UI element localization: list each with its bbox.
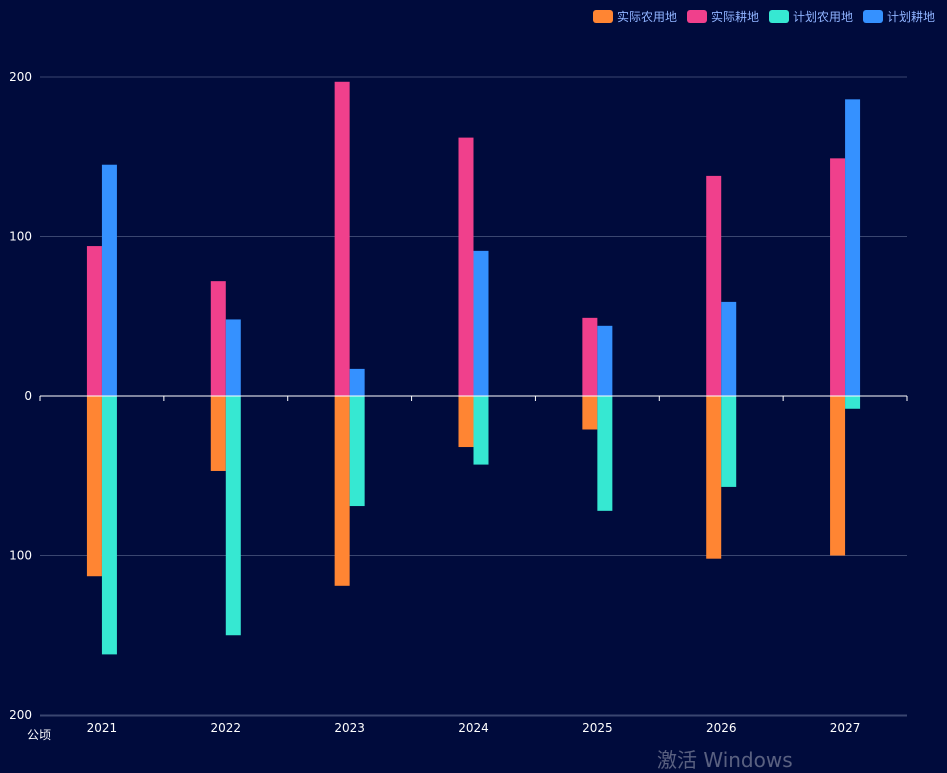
bar-2-2027[interactable] [830, 158, 846, 396]
legend-item[interactable]: 计划农用地 [768, 8, 853, 25]
y-tick-label: 100 [9, 549, 32, 563]
bar-3-2027[interactable] [845, 396, 861, 409]
bar-4-2022[interactable] [225, 319, 241, 396]
bar-3-2021[interactable] [101, 396, 117, 655]
legend-swatch [862, 10, 883, 23]
bar-2-2023[interactable] [334, 81, 350, 396]
bar-3-2026[interactable] [721, 396, 737, 487]
legend-item[interactable]: 实际农用地 [592, 8, 677, 25]
bar-2-2026[interactable] [706, 175, 722, 396]
bar-4-2024[interactable] [473, 250, 489, 396]
bar-4-2026[interactable] [721, 301, 737, 396]
bar-4-2027[interactable] [845, 99, 861, 396]
bar-4-2023[interactable] [349, 368, 365, 396]
legend-label: 实际耕地 [710, 10, 759, 24]
x-tick-label: 2021 [87, 721, 118, 735]
x-tick-label: 2022 [211, 721, 242, 735]
legend-swatch [592, 10, 613, 23]
legend-label: 计划农用地 [792, 10, 853, 24]
x-axis-ticks: 2021 2022 2023 2024 2025 2026 2027 [87, 721, 861, 735]
bar-3-2022[interactable] [225, 396, 241, 636]
bar-3-2024[interactable] [473, 396, 489, 465]
bars [86, 81, 861, 655]
bar-1-2022[interactable] [210, 396, 226, 471]
bar-2-2022[interactable] [210, 281, 226, 396]
bar-2-2021[interactable] [86, 246, 102, 396]
x-tick-label: 2024 [458, 721, 489, 735]
legend-item[interactable]: 计划耕地 [862, 8, 935, 25]
y-tick-label: 0 [24, 389, 32, 403]
bar-1-2025[interactable] [582, 396, 598, 430]
legend-item[interactable]: 实际耕地 [686, 8, 759, 25]
legend-label: 实际农用地 [616, 10, 677, 24]
legend-swatch [768, 10, 789, 23]
bar-3-2023[interactable] [349, 396, 365, 507]
bar-4-2025[interactable] [597, 325, 613, 396]
legend: 实际农用地 实际耕地 计划农用地 计划耕地 [592, 8, 935, 25]
x-tick-label: 2027 [830, 721, 861, 735]
bar-1-2021[interactable] [86, 396, 102, 577]
bar-1-2026[interactable] [706, 396, 722, 559]
x-axis [39, 395, 908, 401]
y-tick-label: 200 [9, 70, 32, 84]
bar-1-2024[interactable] [458, 396, 474, 448]
bar-1-2023[interactable] [334, 396, 350, 586]
bar-4-2021[interactable] [101, 164, 117, 396]
bar-2-2024[interactable] [458, 137, 474, 397]
x-tick-label: 2023 [334, 721, 365, 735]
y-tick-label: 100 [9, 230, 32, 244]
bar-3-2025[interactable] [597, 396, 613, 511]
y-axis-label: 公顷 [27, 728, 51, 742]
y-tick-label: 200 [9, 708, 32, 722]
legend-swatch [686, 10, 707, 23]
y-axis-ticks: 200 100 0 100 200 [9, 70, 32, 722]
x-tick-label: 2026 [706, 721, 737, 735]
x-tick-label: 2025 [582, 721, 613, 735]
legend-label: 计划耕地 [886, 10, 935, 24]
gridlines [40, 76, 907, 717]
bar-1-2027[interactable] [830, 396, 846, 556]
bar-2-2025[interactable] [582, 317, 598, 396]
